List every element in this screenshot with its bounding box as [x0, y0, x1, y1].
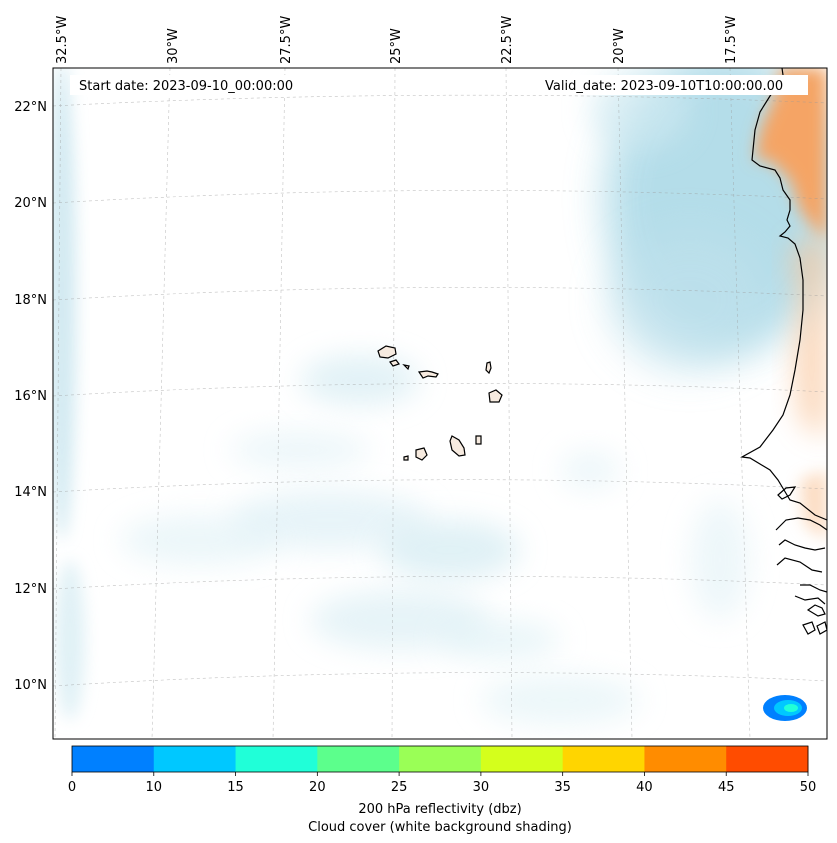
colorbar-tick-label: 50 — [800, 780, 817, 795]
island-santo-antao — [377, 345, 397, 359]
island-maio — [475, 435, 482, 445]
island-brava — [403, 455, 409, 461]
colorbar-swatch — [235, 746, 318, 772]
lon-label-25w: 25°W — [389, 28, 404, 64]
lat-label-10n: 10°N — [14, 678, 47, 693]
colorbar-tick-label: 30 — [473, 780, 490, 795]
lat-label-22n: 22°N — [14, 100, 47, 115]
map-frame — [52, 67, 828, 740]
colorbar-swatch — [480, 746, 564, 772]
lon-label-17-5w: 17.5°W — [724, 16, 739, 64]
colorbar-swatches — [72, 746, 809, 772]
longitude-labels: 32.5°W 30°W 27.5°W 25°W 22.5°W 20°W 17.5… — [55, 16, 739, 64]
colorbar-swatch — [644, 746, 727, 772]
colorbar-swatch — [317, 746, 400, 772]
latitude-labels: 22°N 20°N 18°N 16°N 14°N 12°N 10°N — [14, 100, 47, 693]
colorbar-tick-label: 10 — [146, 780, 163, 795]
colorbar-swatch — [153, 746, 237, 772]
colorbar: 0 10 15 20 25 30 35 40 45 50 200 hPa reflectivity… — [68, 745, 816, 835]
colorbar-sublabel: Cloud cover (white background shading) — [308, 820, 572, 835]
lon-label-27-5w: 27.5°W — [279, 16, 294, 64]
island-boa-vista — [488, 389, 503, 403]
africa-coastline — [740, 68, 827, 635]
lon-label-20w: 20°W — [612, 28, 627, 64]
colorbar-tick-label: 25 — [391, 780, 408, 795]
colorbar-tick-label: 15 — [227, 780, 244, 795]
lat-label-12n: 12°N — [14, 582, 47, 597]
colorbar-label: 200 hPa reflectivity (dbz) — [358, 802, 521, 817]
colorbar-ticks: 0 10 15 20 25 30 35 40 45 50 — [68, 772, 816, 795]
lon-label-32-5w: 32.5°W — [55, 16, 70, 64]
lat-label-20n: 20°N — [14, 196, 47, 211]
lat-label-18n: 18°N — [14, 293, 47, 308]
colorbar-swatch — [72, 746, 155, 772]
reflectivity-cell — [763, 695, 807, 721]
cape-verde-islands — [377, 345, 503, 461]
lat-label-16n: 16°N — [14, 389, 47, 404]
island-fogo — [415, 447, 428, 461]
cloud-cover-shading — [53, 68, 827, 725]
colorbar-tick-label: 20 — [309, 780, 326, 795]
island-sao-vicente — [389, 359, 400, 367]
lat-label-14n: 14°N — [14, 485, 47, 500]
graticule — [53, 68, 827, 739]
colorbar-tick-label: 40 — [636, 780, 653, 795]
colorbar-swatch — [562, 746, 645, 772]
colorbar-tick-label: 0 — [68, 780, 76, 795]
map-panel: Start date: 2023-09-10_00:00:00 Valid_da… — [53, 68, 827, 739]
island-santiago — [449, 435, 466, 457]
valid-date-label: Valid_date: 2023-09-10T10:00:00.00 — [537, 75, 808, 95]
island-santa-luzia — [402, 364, 410, 371]
island-sal — [485, 361, 492, 375]
valid-date-text: Valid_date: 2023-09-10T10:00:00.00 — [545, 79, 783, 94]
start-date-label: Start date: 2023-09-10_00:00:00 — [70, 75, 312, 95]
lon-label-22-5w: 22.5°W — [500, 16, 515, 64]
land-warm-shading — [755, 68, 827, 540]
island-sao-nicolau — [417, 370, 439, 379]
colorbar-tick-label: 45 — [718, 780, 735, 795]
colorbar-swatch — [399, 746, 482, 772]
colorbar-tick-label: 35 — [554, 780, 571, 795]
start-date-text: Start date: 2023-09-10_00:00:00 — [79, 79, 293, 94]
lon-label-30w: 30°W — [166, 28, 181, 64]
colorbar-frame — [71, 745, 809, 773]
colorbar-swatch — [726, 746, 809, 772]
